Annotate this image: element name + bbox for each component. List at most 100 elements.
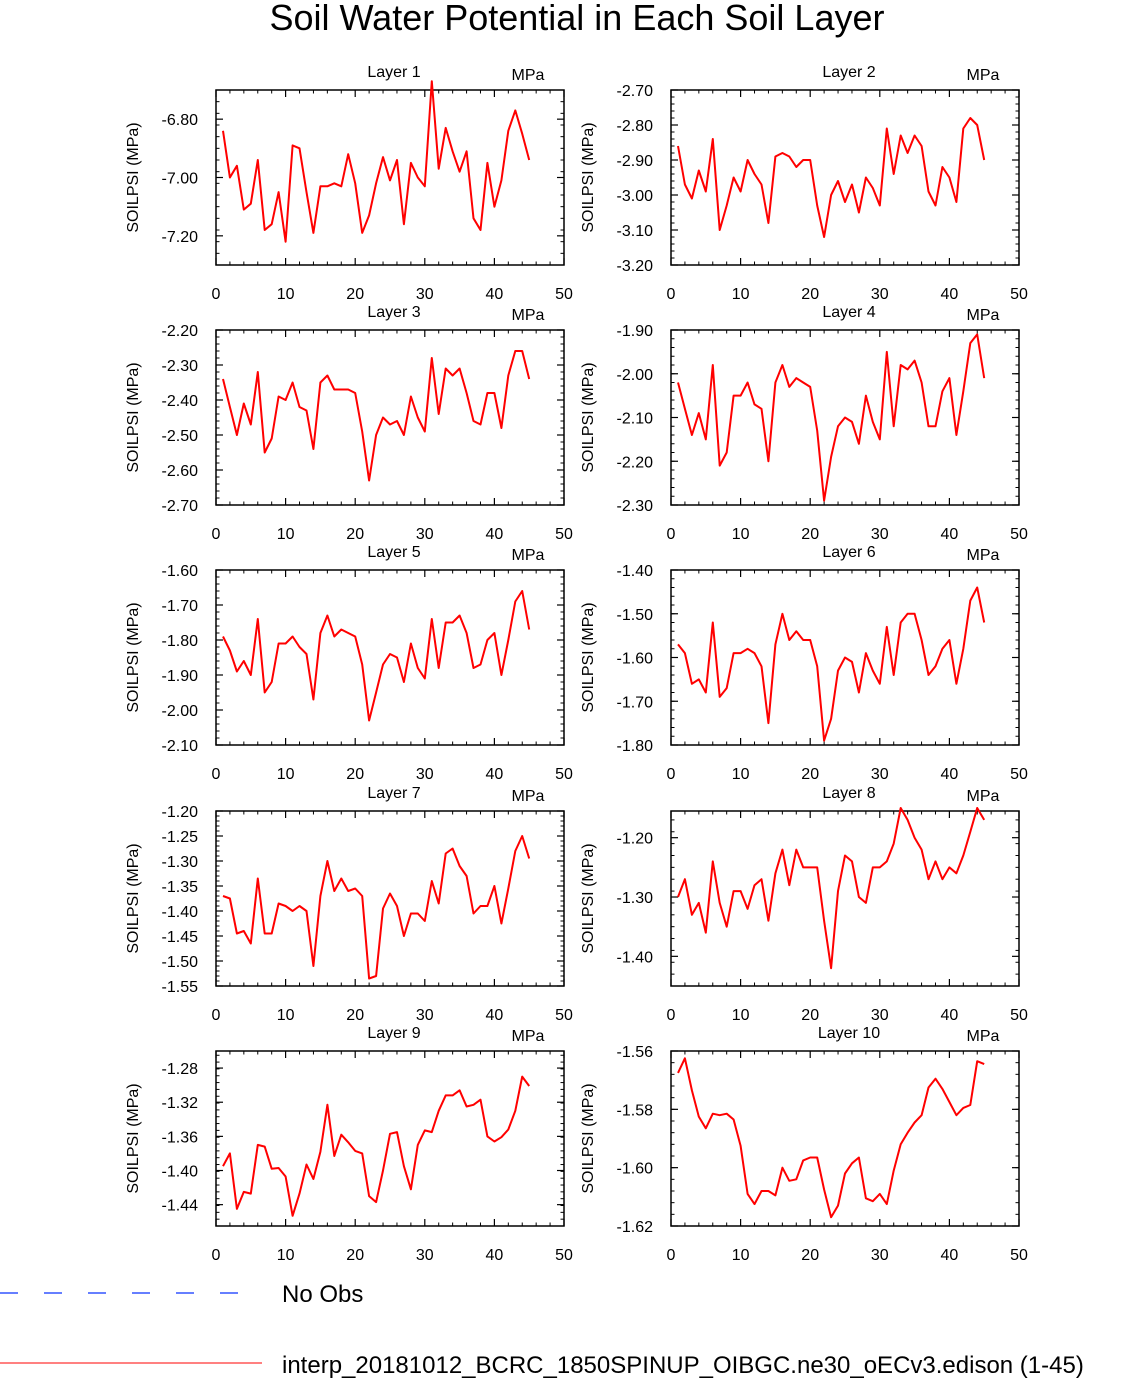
panel-title: Layer 5	[367, 544, 420, 561]
x-tick-label: 40	[941, 766, 959, 783]
y-tick-label: -1.90	[162, 668, 199, 685]
chart-panel-10: Layer 10 MPa SOILPSI (MPa) 0 10 20 30 40 50 -1.56…	[580, 1025, 1028, 1264]
x-tick-label: 50	[1010, 766, 1028, 783]
y-axis-label: SOILPSI (MPa)	[580, 843, 597, 953]
y-tick-label: -1.90	[617, 323, 654, 340]
y-tick-label: -2.20	[617, 454, 654, 471]
y-tick-label: -1.70	[162, 598, 199, 615]
x-tick-label: 20	[346, 766, 364, 783]
y-tick-label: -1.50	[162, 954, 199, 971]
panel-units: MPa	[967, 67, 1000, 84]
panel-title: Layer 8	[822, 785, 875, 802]
panel-title: Layer 10	[818, 1025, 880, 1042]
panel-units: MPa	[967, 547, 1000, 564]
x-tick-label: 0	[667, 1247, 676, 1264]
x-tick-label: 30	[871, 1007, 889, 1024]
y-tick-label: -1.25	[162, 829, 199, 846]
legend-model-label: interp_20181012_BCRC_1850SPINUP_OIBGC.ne…	[282, 1352, 1084, 1378]
x-tick-label: 0	[212, 526, 221, 543]
y-tick-label: -6.80	[162, 112, 199, 129]
panel-title: Layer 9	[367, 1025, 420, 1042]
chart-panel-5: Layer 5 MPa SOILPSI (MPa) 0 10 20 30 40 50 -1.60 -…	[125, 544, 573, 783]
y-tick-label: -1.62	[617, 1219, 654, 1236]
y-tick-label: -3.20	[617, 258, 654, 275]
chart-panel-1: Layer 1 MPa SOILPSI (MPa) 0 10 20 30 40 50 -6.80 -…	[125, 64, 573, 303]
panel-title: Layer 1	[367, 64, 420, 81]
x-tick-label: 40	[486, 766, 504, 783]
y-tick-label: -1.28	[162, 1061, 199, 1078]
y-tick-label: -1.32	[162, 1095, 199, 1112]
chart-panel-4: Layer 4 MPa SOILPSI (MPa) 0 10 20 30 40 50 -1.90 -…	[580, 304, 1028, 543]
y-axis-label: SOILPSI (MPa)	[580, 602, 597, 712]
panel-title: Layer 4	[822, 304, 875, 321]
plot-frame	[215, 569, 565, 746]
x-tick-label: 50	[555, 1007, 573, 1024]
x-tick-label: 40	[486, 1247, 504, 1264]
x-tick-label: 40	[486, 286, 504, 303]
y-tick-label: -1.30	[617, 890, 654, 907]
x-tick-label: 20	[346, 286, 364, 303]
x-tick-label: 0	[212, 766, 221, 783]
panel-units: MPa	[967, 307, 1000, 324]
y-axis-label: SOILPSI (MPa)	[580, 1083, 597, 1193]
y-tick-label: -1.44	[162, 1198, 199, 1215]
chart-panel-7: Layer 7 MPa SOILPSI (MPa) 0 10 20 30 40 50 -1.20 -…	[125, 785, 573, 1024]
y-tick-label: -1.20	[617, 831, 654, 848]
y-tick-label: -1.58	[617, 1102, 654, 1119]
y-tick-label: -2.60	[162, 463, 199, 480]
y-tick-label: -1.70	[617, 694, 654, 711]
y-tick-label: -1.50	[617, 607, 654, 624]
x-tick-label: 10	[277, 1007, 295, 1024]
y-tick-label: -1.60	[617, 651, 654, 668]
y-tick-label: -2.90	[617, 153, 654, 170]
x-tick-label: 40	[486, 526, 504, 543]
x-tick-label: 30	[416, 286, 434, 303]
y-tick-label: -2.30	[162, 358, 199, 375]
x-tick-label: 40	[941, 1007, 959, 1024]
x-tick-label: 30	[871, 766, 889, 783]
y-tick-label: -2.70	[162, 498, 199, 515]
x-tick-label: 0	[667, 1007, 676, 1024]
x-tick-label: 50	[1010, 286, 1028, 303]
y-tick-label: -2.20	[162, 323, 199, 340]
y-tick-label: -2.00	[617, 367, 654, 384]
y-tick-label: -2.70	[617, 83, 654, 100]
series-line	[222, 1075, 531, 1217]
y-tick-label: -1.80	[617, 738, 654, 755]
y-tick-label: -1.55	[162, 979, 199, 996]
y-tick-label: -2.50	[162, 428, 199, 445]
y-tick-label: -1.40	[617, 563, 654, 580]
series-line	[677, 1057, 985, 1219]
y-tick-label: -1.36	[162, 1129, 199, 1146]
figure-title: Soil Water Potential in Each Soil Layer	[270, 0, 885, 38]
panel-title: Layer 2	[822, 64, 875, 81]
y-tick-label: -7.00	[162, 171, 199, 188]
x-tick-label: 10	[277, 526, 295, 543]
x-tick-label: 50	[555, 286, 573, 303]
x-tick-label: 20	[346, 1247, 364, 1264]
x-tick-label: 10	[732, 526, 750, 543]
y-tick-label: -1.45	[162, 929, 199, 946]
y-tick-label: -2.30	[617, 498, 654, 515]
x-tick-label: 30	[416, 526, 434, 543]
x-tick-label: 0	[667, 766, 676, 783]
x-tick-label: 40	[941, 526, 959, 543]
y-tick-label: -1.40	[162, 1164, 199, 1181]
x-tick-label: 30	[871, 526, 889, 543]
x-tick-label: 0	[212, 1247, 221, 1264]
y-tick-label: -1.40	[617, 949, 654, 966]
y-axis-label: SOILPSI (MPa)	[125, 843, 142, 953]
series-line	[222, 350, 531, 482]
y-axis-label: SOILPSI (MPa)	[125, 362, 142, 472]
panel-units: MPa	[967, 788, 1000, 805]
x-tick-label: 50	[1010, 1007, 1028, 1024]
x-tick-label: 0	[667, 286, 676, 303]
x-tick-label: 20	[801, 1247, 819, 1264]
chart-panel-9: Layer 9 MPa SOILPSI (MPa) 0 10 20 30 40 50 -1.28 -…	[125, 1025, 573, 1264]
chart-panel-8: Layer 8 MPa SOILPSI (MPa) 0 10 20 30 40 50 -1.20 -…	[580, 785, 1028, 1024]
series-line	[222, 80, 531, 243]
y-tick-label: -1.20	[162, 804, 199, 821]
series-line	[677, 807, 986, 970]
x-tick-label: 50	[555, 1247, 573, 1264]
